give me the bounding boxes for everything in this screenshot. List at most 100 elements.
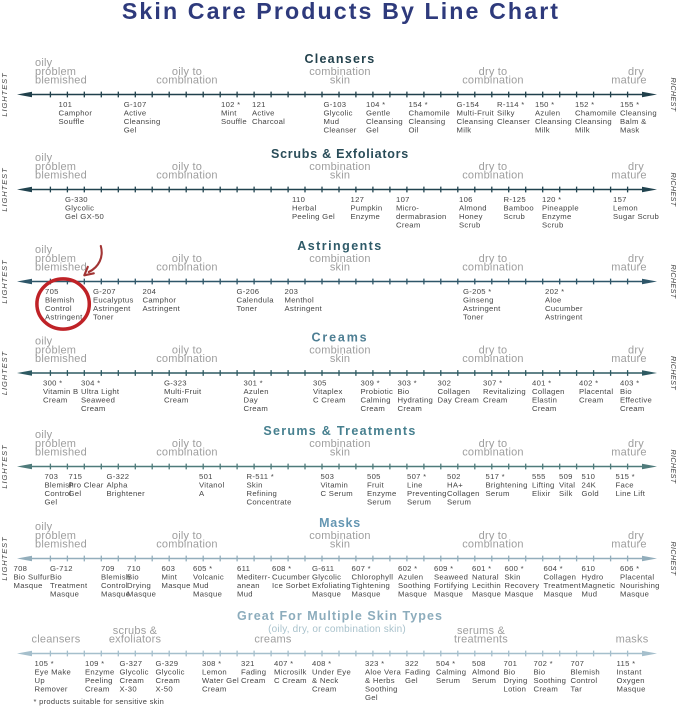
svg-text:Cleansing: Cleansing [575, 117, 612, 126]
svg-text:Masque: Masque [127, 590, 156, 599]
svg-text:Gel: Gel [366, 125, 379, 134]
svg-text:322: 322 [405, 659, 419, 668]
svg-text:Water Gel: Water Gel [202, 676, 239, 685]
svg-text:508: 508 [472, 659, 486, 668]
svg-text:307 *: 307 * [483, 379, 502, 388]
svg-text:Cleansing: Cleansing [620, 109, 657, 118]
svg-text:Cream: Cream [483, 396, 508, 405]
svg-text:Hydrating: Hydrating [398, 396, 434, 405]
svg-text:cleansers: cleansers [32, 634, 81, 646]
svg-text:Enzyme: Enzyme [85, 668, 115, 677]
svg-text:Camphor: Camphor [143, 296, 177, 305]
svg-text:702 *: 702 * [534, 659, 553, 668]
svg-text:609 *: 609 * [434, 564, 453, 573]
svg-text:combination: combination [309, 253, 371, 265]
svg-text:skin: skin [330, 262, 350, 274]
svg-text:Bio: Bio [620, 387, 632, 396]
svg-text:Volcanic: Volcanic [193, 573, 224, 582]
svg-text:A: A [199, 489, 205, 498]
svg-text:Creams: Creams [312, 330, 369, 344]
svg-text:Scrubs & Exfoliators: Scrubs & Exfoliators [271, 147, 409, 161]
svg-text:dry to: dry to [479, 530, 508, 542]
svg-text:& Herbs: & Herbs [365, 676, 395, 685]
svg-text:Charcoal: Charcoal [252, 117, 285, 126]
svg-text:115 *: 115 * [617, 659, 636, 668]
svg-text:Elixir: Elixir [532, 489, 551, 498]
svg-text:Soothing: Soothing [398, 581, 431, 590]
svg-text:Masque: Masque [617, 685, 646, 694]
svg-text:oily: oily [35, 521, 53, 533]
svg-text:504 *: 504 * [436, 659, 455, 668]
svg-text:Souffle: Souffle [221, 117, 247, 126]
svg-text:606 *: 606 * [620, 564, 639, 573]
svg-text:* products suitable for sensit: * products suitable for sensitive skin [34, 697, 165, 706]
svg-text:Enzyme: Enzyme [351, 212, 381, 221]
svg-text:masks: masks [616, 634, 649, 646]
svg-text:G-103: G-103 [324, 100, 347, 109]
svg-text:Bio: Bio [398, 387, 410, 396]
svg-text:Masque: Masque [434, 590, 463, 599]
svg-text:Serum: Serum [407, 498, 431, 507]
svg-text:701: 701 [504, 659, 518, 668]
svg-text:combination: combination [156, 170, 218, 182]
svg-text:Serums & Treatments: Serums & Treatments [263, 424, 416, 438]
svg-text:Cream: Cream [85, 685, 110, 694]
svg-text:combination: combination [156, 75, 218, 87]
svg-text:Masque: Masque [14, 581, 43, 590]
svg-text:dry: dry [628, 66, 644, 78]
svg-text:Enzyme: Enzyme [367, 489, 397, 498]
svg-text:Astringent: Astringent [463, 304, 501, 313]
svg-text:treatments: treatments [454, 634, 508, 646]
svg-text:LIGHTEST: LIGHTEST [0, 536, 9, 581]
svg-text:121: 121 [252, 100, 266, 109]
svg-text:Preventing: Preventing [407, 489, 447, 498]
svg-text:Almond: Almond [472, 668, 500, 677]
svg-text:154 *: 154 * [409, 100, 428, 109]
svg-text:Instant: Instant [617, 668, 643, 677]
svg-text:skin: skin [330, 170, 350, 182]
svg-text:155 *: 155 * [620, 100, 639, 109]
svg-text:G-207: G-207 [93, 287, 116, 296]
svg-text:C Cream: C Cream [274, 676, 307, 685]
svg-text:Cream: Cream [396, 220, 421, 229]
svg-text:problem: problem [35, 530, 76, 542]
svg-text:G-323: G-323 [164, 379, 187, 388]
svg-text:LIGHTEST: LIGHTEST [0, 72, 9, 117]
svg-text:combination: combination [309, 161, 371, 173]
svg-text:G-206: G-206 [237, 287, 260, 296]
svg-text:707: 707 [571, 659, 585, 668]
svg-text:Skin Care Products By Line Cha: Skin Care Products By Line Chart [122, 0, 560, 24]
svg-text:Pineapple: Pineapple [542, 204, 579, 213]
svg-text:combination: combination [462, 170, 524, 182]
svg-text:Bio: Bio [504, 668, 516, 677]
svg-text:Cleansers: Cleansers [304, 52, 375, 66]
svg-text:Fading: Fading [241, 668, 266, 677]
svg-text:607 *: 607 * [352, 564, 371, 573]
svg-text:Blemish: Blemish [571, 668, 600, 677]
svg-text:Cream: Cream [244, 404, 269, 413]
svg-text:Nourishing: Nourishing [620, 581, 660, 590]
svg-text:G-330: G-330 [65, 195, 88, 204]
svg-text:Gel: Gel [365, 693, 378, 702]
svg-text:Cleansing: Cleansing [124, 117, 161, 126]
svg-text:blemished: blemished [35, 170, 87, 182]
svg-text:Tar: Tar [571, 685, 583, 694]
svg-text:Astringent: Astringent [143, 304, 181, 313]
svg-text:Cleansing: Cleansing [457, 117, 494, 126]
svg-text:Cream: Cream [532, 404, 557, 413]
svg-text:605 *: 605 * [193, 564, 212, 573]
svg-text:Bio: Bio [127, 573, 139, 582]
svg-text:503: 503 [321, 472, 335, 481]
svg-text:Pro Clear: Pro Clear [69, 481, 104, 490]
svg-text:110: 110 [292, 195, 305, 204]
svg-text:oily to: oily to [172, 66, 202, 78]
svg-text:Hydro: Hydro [582, 573, 604, 582]
svg-text:combination: combination [462, 262, 524, 274]
svg-text:202 *: 202 * [545, 287, 564, 296]
svg-text:709: 709 [101, 564, 115, 573]
svg-text:combination: combination [462, 447, 524, 459]
svg-text:Fortifying: Fortifying [434, 581, 469, 590]
svg-text:mature: mature [611, 539, 646, 551]
svg-text:107: 107 [396, 195, 410, 204]
svg-text:Masks: Masks [319, 516, 361, 530]
